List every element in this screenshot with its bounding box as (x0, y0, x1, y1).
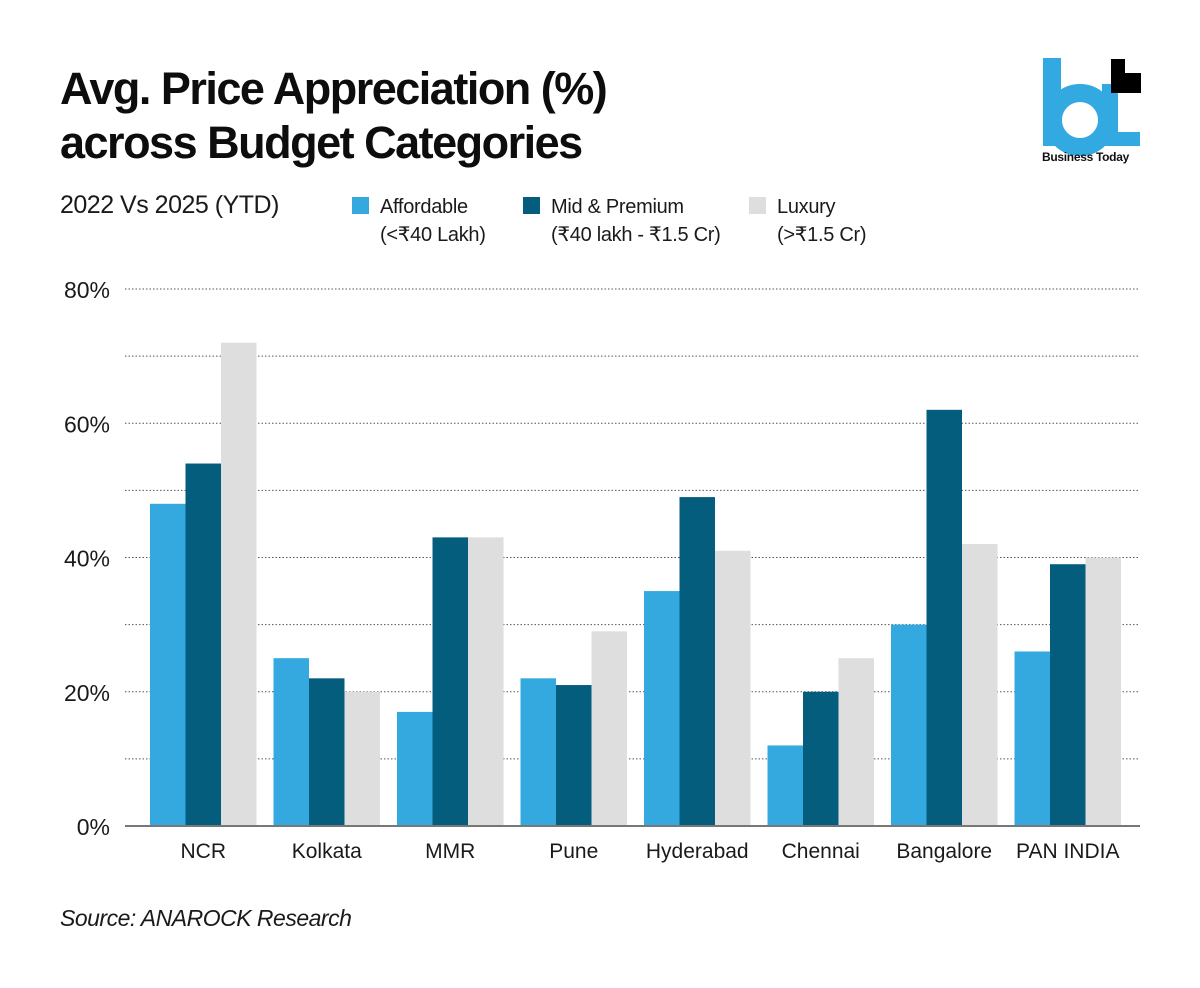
bar-pan-india-0 (1014, 651, 1050, 826)
legend-label: Luxury (777, 196, 836, 218)
bar-pan-india-1 (1050, 564, 1086, 826)
x-tick-label: Hyderabad (646, 840, 749, 863)
gridlines (125, 288, 1140, 760)
legend-range: (<₹40 Lakh) (380, 224, 486, 246)
source-note: Source: ANAROCK Research (60, 905, 352, 931)
bar-kolkata-0 (273, 658, 309, 826)
legend-item-luxury: Luxury (>₹1.5 Cr) (749, 193, 867, 249)
business-today-logo (1043, 58, 1141, 156)
bar-hyderabad-0 (644, 591, 680, 826)
bar-kolkata-2 (344, 691, 380, 826)
legend-swatch-luxury (749, 197, 766, 214)
title-line-1: Avg. Price Appreciation (%) (60, 63, 608, 114)
bar-pune-0 (520, 678, 556, 826)
bar-chennai-1 (803, 691, 839, 826)
bar-kolkata-1 (309, 678, 345, 826)
x-tick-label: Pune (549, 840, 598, 863)
bars (150, 342, 1121, 826)
bar-pune-1 (556, 685, 592, 826)
bar-hyderabad-1 (679, 497, 715, 826)
y-tick-label: 20% (64, 680, 110, 706)
title-line-2: across Budget Categories (60, 117, 583, 168)
chart-subtitle: 2022 Vs 2025 (YTD) (60, 191, 279, 219)
legend-item-affordable: Affordable (<₹40 Lakh) (352, 193, 486, 249)
x-tick-label: Chennai (782, 840, 860, 863)
chart-title: Avg. Price Appreciation (%) across Budge… (60, 62, 860, 170)
legend-swatch-affordable (352, 197, 369, 214)
bar-ncr-0 (150, 503, 186, 826)
bar-pan-india-2 (1085, 557, 1121, 826)
bar-bangalore-1 (926, 409, 962, 826)
bar-pune-2 (591, 631, 627, 826)
bar-chennai-2 (838, 658, 874, 826)
bt-logo-mark-icon (1043, 58, 1141, 156)
x-axis-labels: NCR Kolkata MMR Pune Hyderabad Chennai Bangalo… (181, 840, 1120, 863)
bar-mmr-2 (468, 537, 504, 826)
x-tick-label: PAN INDIA (1016, 840, 1119, 863)
legend-swatch-mid-premium (523, 197, 540, 214)
x-tick-label: MMR (425, 840, 475, 863)
logo-text: Business Today (1042, 150, 1129, 164)
x-tick-label: NCR (181, 840, 227, 863)
y-tick-label: 40% (64, 546, 110, 572)
x-tick-label: Kolkata (292, 840, 362, 863)
y-tick-label: 60% (64, 411, 110, 437)
y-axis-ticks: 0% 20% 40% 60% 80% (64, 277, 110, 840)
bar-ncr-2 (221, 342, 257, 826)
bar-chennai-0 (767, 745, 803, 826)
legend-item-mid-premium: Mid & Premium (₹40 lakh - ₹1.5 Cr) (523, 193, 721, 249)
bar-mmr-1 (432, 537, 468, 826)
legend-label: Affordable (380, 196, 468, 218)
x-tick-label: Bangalore (896, 840, 992, 863)
bar-bangalore-0 (891, 624, 927, 826)
y-tick-label: 80% (64, 277, 110, 303)
bar-hyderabad-2 (715, 550, 751, 826)
legend-range: (>₹1.5 Cr) (777, 224, 867, 246)
legend-label: Mid & Premium (551, 196, 684, 218)
legend-range: (₹40 lakh - ₹1.5 Cr) (551, 224, 721, 246)
bar-mmr-0 (397, 711, 433, 826)
bar-ncr-1 (185, 463, 221, 826)
bar-bangalore-2 (962, 544, 998, 826)
y-tick-label: 0% (77, 814, 110, 840)
